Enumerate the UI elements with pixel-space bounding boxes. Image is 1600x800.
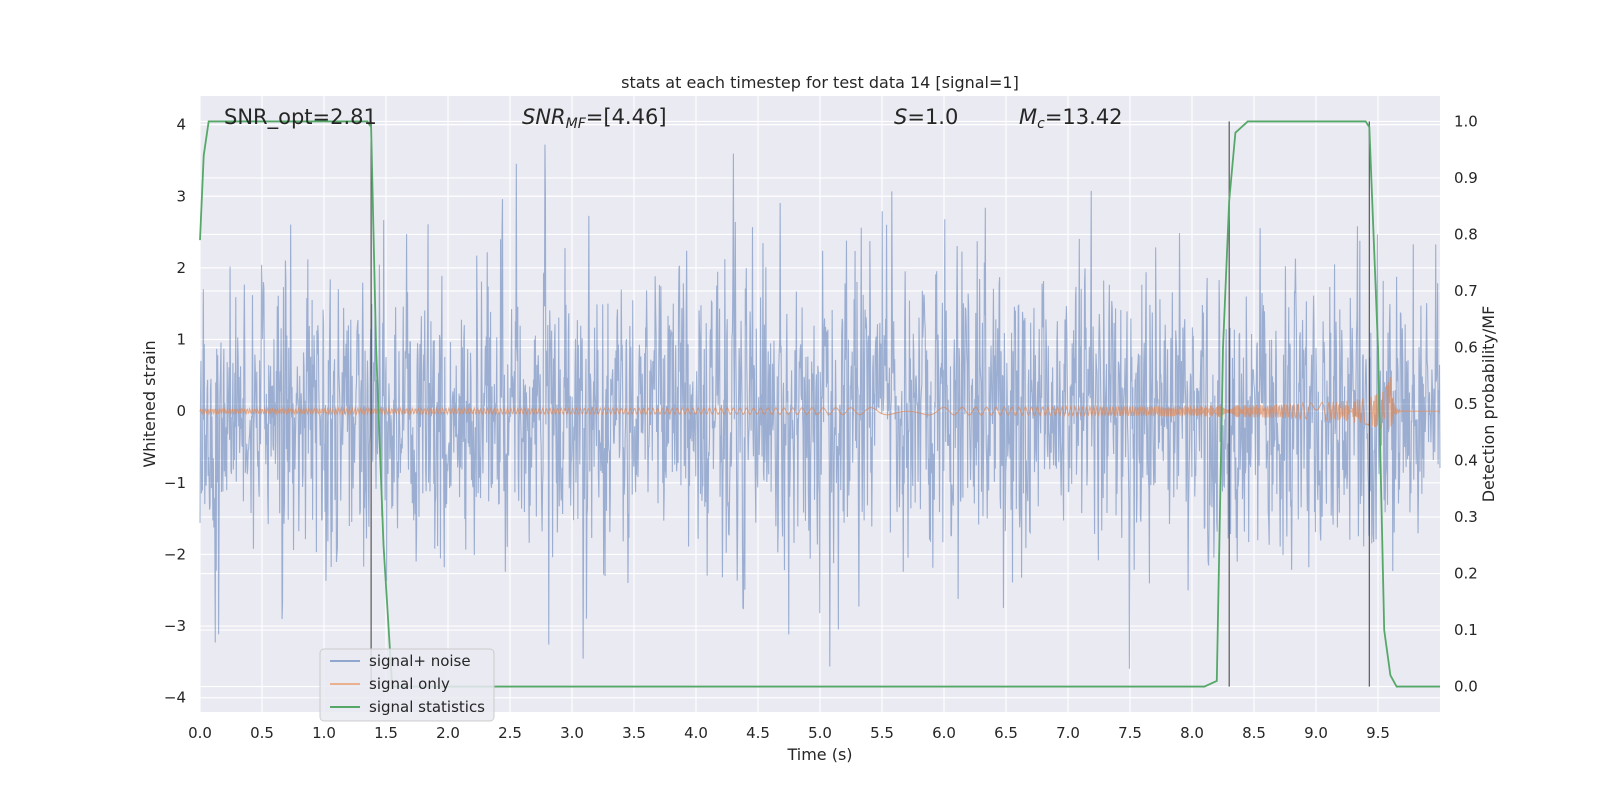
x-tick-label: 9.5 bbox=[1366, 724, 1390, 742]
y-left-tick-label: −4 bbox=[164, 689, 186, 707]
x-axis-label: Time (s) bbox=[786, 745, 852, 764]
x-tick-label: 6.0 bbox=[932, 724, 956, 742]
x-tick-label: 5.5 bbox=[870, 724, 894, 742]
x-tick-label: 5.0 bbox=[808, 724, 832, 742]
x-tick-label: 1.5 bbox=[374, 724, 398, 742]
y-left-tick-label: −3 bbox=[164, 617, 186, 635]
x-tick-label: 2.0 bbox=[436, 724, 460, 742]
x-tick-labels: 0.0 0.5 1.0 1.5 2.0 2.5 3.0 3.5 4.0 4.5 5.0 5.5 6.0 6… bbox=[188, 724, 1390, 742]
y-left-tick-label: 3 bbox=[176, 187, 186, 205]
y-right-tick-label: 0.5 bbox=[1454, 395, 1478, 413]
signal-only-line bbox=[199, 377, 1440, 431]
annotation-snr-mf-value: =[4.46] bbox=[586, 105, 667, 129]
legend-label-noise: signal+ noise bbox=[369, 652, 471, 670]
legend-label-signal: signal only bbox=[369, 675, 450, 693]
annotation-s-value: =1.0 bbox=[907, 105, 958, 129]
annotation-mc-subscript: c bbox=[1037, 116, 1045, 132]
x-tick-label: 7.0 bbox=[1056, 724, 1080, 742]
signal-only-series bbox=[199, 377, 1440, 431]
x-tick-label: 1.0 bbox=[312, 724, 336, 742]
y-right-tick-label: 0.3 bbox=[1454, 508, 1478, 526]
y-right-tick-label: 1.0 bbox=[1454, 112, 1478, 130]
y-right-tick-label: 0.0 bbox=[1454, 678, 1478, 696]
x-tick-label: 2.5 bbox=[498, 724, 522, 742]
chart-title: stats at each timestep for test data 14 … bbox=[621, 73, 1019, 92]
y-left-tick-labels: −4 −3 −2 −1 0 1 2 3 4 bbox=[164, 116, 186, 707]
x-tick-label: 3.0 bbox=[560, 724, 584, 742]
x-tick-label: 0.5 bbox=[250, 724, 274, 742]
x-tick-label: 6.5 bbox=[994, 724, 1018, 742]
y-left-tick-label: −2 bbox=[164, 545, 186, 563]
noise-series bbox=[199, 144, 1441, 669]
y-right-tick-label: 0.9 bbox=[1454, 169, 1478, 187]
annotation-snr-mf-symbol: SNR bbox=[522, 105, 566, 129]
y-right-tick-label: 0.4 bbox=[1454, 452, 1478, 470]
x-tick-label: 4.0 bbox=[684, 724, 708, 742]
y-left-tick-label: 1 bbox=[176, 331, 186, 349]
y-right-tick-label: 0.2 bbox=[1454, 565, 1478, 583]
annotation-s-symbol: S bbox=[894, 105, 907, 129]
y-left-tick-label: 0 bbox=[176, 402, 186, 420]
x-tick-label: 8.0 bbox=[1180, 724, 1204, 742]
signal-statistics-series bbox=[199, 120, 1440, 688]
y-right-tick-label: 0.7 bbox=[1454, 282, 1478, 300]
signal-statistics-line bbox=[199, 120, 1440, 688]
y-right-tick-label: 0.8 bbox=[1454, 225, 1478, 243]
legend-box bbox=[319, 648, 495, 722]
y-left-axis-label: Whitened strain bbox=[140, 340, 159, 467]
y-left-tick-label: 2 bbox=[176, 259, 186, 277]
legend-label-stats: signal statistics bbox=[369, 698, 485, 716]
y-right-axis-label: Detection probability/MF bbox=[1479, 306, 1498, 503]
x-tick-label: 3.5 bbox=[622, 724, 646, 742]
y-right-tick-labels: 0.0 0.1 0.2 0.3 0.4 0.5 0.6 0.7 0.8 0.9 1.0 bbox=[1454, 112, 1478, 695]
y-left-tick-label: 4 bbox=[176, 116, 186, 134]
noise-line bbox=[199, 144, 1441, 669]
annotation-snr-opt: SNR_opt=2.81 bbox=[224, 105, 377, 130]
annotation-mc: Mc=13.42 bbox=[1019, 105, 1123, 132]
y-right-tick-label: 0.1 bbox=[1454, 621, 1478, 639]
x-tick-label: 0.0 bbox=[188, 724, 212, 742]
annotation-snr-mf-subscript: MF bbox=[566, 116, 587, 132]
x-tick-label: 9.0 bbox=[1304, 724, 1328, 742]
x-tick-label: 4.5 bbox=[746, 724, 770, 742]
x-tick-label: 8.5 bbox=[1242, 724, 1266, 742]
y-right-tick-label: 0.6 bbox=[1454, 338, 1478, 356]
y-left-tick-label: −1 bbox=[164, 474, 186, 492]
x-tick-label: 7.5 bbox=[1118, 724, 1142, 742]
annotation-mc-value: =13.42 bbox=[1045, 105, 1123, 129]
legend: signal+ noise signal only signal statist… bbox=[319, 648, 495, 722]
annotation-s: S=1.0 bbox=[894, 105, 958, 129]
annotation-snr-mf: SNRMF=[4.46] bbox=[522, 105, 667, 132]
annotation-mc-symbol: M bbox=[1019, 105, 1037, 129]
